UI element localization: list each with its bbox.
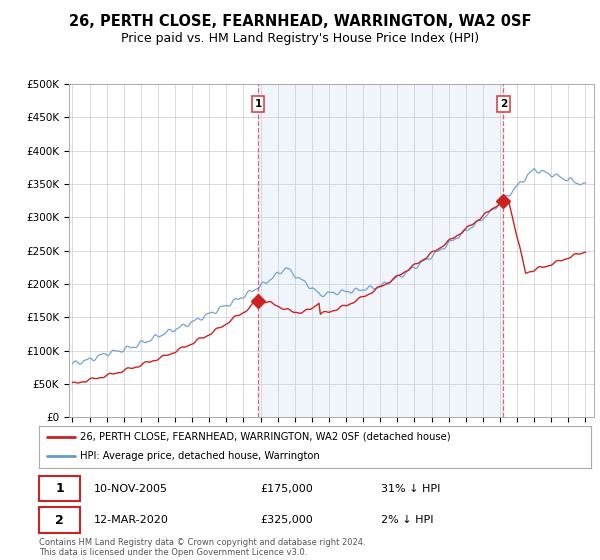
Text: 26, PERTH CLOSE, FEARNHEAD, WARRINGTON, WA2 0SF (detached house): 26, PERTH CLOSE, FEARNHEAD, WARRINGTON, … [80,432,451,442]
Text: £325,000: £325,000 [260,515,313,525]
Text: 2: 2 [55,514,64,527]
Text: 31% ↓ HPI: 31% ↓ HPI [381,483,440,493]
Text: 2: 2 [500,99,507,109]
Text: 10-NOV-2005: 10-NOV-2005 [94,483,168,493]
FancyBboxPatch shape [39,475,80,501]
Text: £175,000: £175,000 [260,483,313,493]
Text: 2% ↓ HPI: 2% ↓ HPI [381,515,434,525]
Text: 1: 1 [55,482,64,495]
Text: Contains HM Land Registry data © Crown copyright and database right 2024.
This d: Contains HM Land Registry data © Crown c… [39,538,365,557]
FancyBboxPatch shape [39,507,80,533]
Text: 1: 1 [254,99,262,109]
Text: Price paid vs. HM Land Registry's House Price Index (HPI): Price paid vs. HM Land Registry's House … [121,32,479,45]
Text: 12-MAR-2020: 12-MAR-2020 [94,515,169,525]
Text: 26, PERTH CLOSE, FEARNHEAD, WARRINGTON, WA2 0SF: 26, PERTH CLOSE, FEARNHEAD, WARRINGTON, … [69,14,531,29]
Text: HPI: Average price, detached house, Warrington: HPI: Average price, detached house, Warr… [80,451,320,461]
Bar [258,84,503,417]
